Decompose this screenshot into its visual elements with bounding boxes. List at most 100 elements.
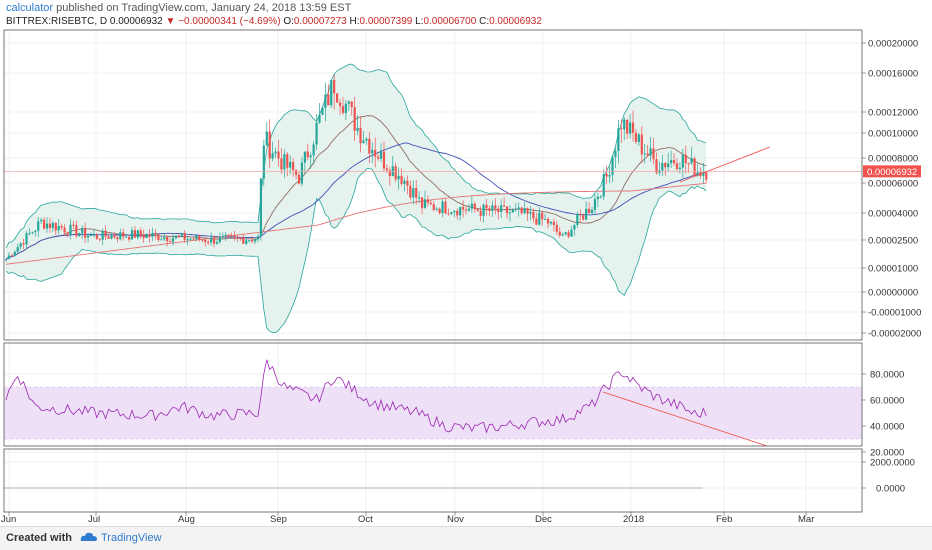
candle-body — [599, 196, 602, 198]
candle-body — [388, 170, 391, 177]
candle-body — [368, 138, 371, 154]
candle-body — [174, 235, 178, 239]
candle-body — [81, 228, 84, 234]
price-axis-label: 0.00012000 — [868, 108, 918, 119]
candle-body — [696, 172, 699, 177]
candle-body — [438, 208, 441, 214]
candle-body — [432, 204, 435, 210]
candle-body — [511, 209, 514, 213]
candle-body — [198, 235, 201, 240]
candle-body — [397, 175, 400, 180]
candle-body — [10, 255, 13, 257]
open-label: O: — [283, 16, 294, 27]
candle-body — [274, 151, 277, 154]
created-with-label: Created with — [6, 532, 73, 544]
candle-body — [406, 180, 409, 186]
candle-body — [31, 232, 34, 234]
candle-body — [602, 174, 605, 197]
candle-body — [479, 210, 482, 216]
candle-body — [532, 211, 535, 219]
candle-body — [693, 158, 696, 177]
candle-body — [403, 180, 406, 184]
candle-body — [541, 212, 544, 220]
candle-body — [66, 232, 69, 235]
candle-body — [277, 151, 280, 159]
candle-body — [60, 226, 63, 228]
candle-body — [684, 154, 687, 164]
time-axis-label: Oct — [358, 514, 373, 525]
high-value: 0.00007399 — [359, 16, 413, 27]
rsi-line — [5, 359, 707, 434]
candle-body — [104, 230, 107, 237]
candle-body — [119, 232, 122, 240]
candle-body — [292, 161, 295, 171]
candle-body — [453, 210, 456, 213]
chart-canvas[interactable]: 0.00006932 0.00020000 0.00016000 0.00012000… — [0, 0, 932, 526]
candle-body — [154, 232, 157, 235]
candle-body — [552, 221, 556, 225]
candle-body — [139, 230, 142, 236]
time-axis-label: 2018 — [623, 514, 644, 525]
candle-body — [51, 222, 54, 228]
candle-body — [253, 239, 257, 242]
candle-body — [661, 163, 664, 171]
ma-long-line — [5, 182, 707, 265]
candle-body — [646, 153, 649, 156]
candle-body — [687, 163, 690, 165]
price-axis-label: 0.00008000 — [868, 154, 918, 165]
candle-body — [248, 239, 251, 241]
candle-body — [362, 140, 365, 144]
low-label: L: — [415, 16, 424, 27]
candle-body — [356, 127, 359, 131]
candle-body — [347, 101, 350, 104]
ohlc-line: BITTREX:RISEBTC, D 0.00006932 ▼ −0.00000… — [6, 16, 542, 27]
published-text: published on TradingView.com, January 24… — [56, 2, 352, 14]
candle-body — [415, 188, 418, 198]
candle-body — [412, 188, 415, 198]
high-label: H: — [349, 16, 360, 27]
candle-body — [171, 238, 175, 242]
candle-body — [163, 237, 166, 240]
candle-body — [482, 204, 485, 216]
time-axis-label: Mar — [798, 514, 814, 525]
rsi-axis-label: 80.0000 — [870, 370, 904, 381]
candle-body — [227, 234, 230, 236]
candle-body — [514, 208, 517, 210]
candle-body — [626, 119, 629, 134]
candle-body — [37, 221, 40, 231]
candle-body — [637, 134, 640, 142]
candle-body — [300, 162, 304, 184]
candle-body — [394, 166, 397, 180]
candle-body — [579, 214, 582, 216]
candle-body — [702, 172, 705, 176]
candle-body — [617, 128, 620, 151]
tradingview-logo[interactable]: TradingView — [80, 531, 162, 544]
candle-body — [441, 201, 444, 214]
candle-body — [145, 234, 148, 238]
candle-body — [447, 213, 450, 215]
last-price: 0.00006932 — [109, 16, 163, 27]
candle-body — [374, 149, 377, 157]
candle-body — [98, 238, 101, 240]
bollinger-lower-line — [5, 168, 707, 333]
candle-body — [620, 128, 623, 130]
publisher-user-link[interactable]: calculator — [6, 2, 54, 14]
candle-body — [690, 158, 693, 164]
candle-body — [464, 209, 468, 211]
candle-body — [634, 132, 638, 142]
candle-body — [204, 239, 207, 242]
candle-body — [245, 240, 248, 244]
candle-body — [177, 235, 180, 237]
candle-body — [555, 224, 558, 232]
candle-body — [318, 114, 321, 123]
candle-body — [640, 134, 643, 155]
candle-body — [186, 238, 189, 240]
candle-body — [508, 212, 512, 214]
candle-body — [210, 237, 213, 243]
candle-body — [664, 163, 667, 168]
candle-body — [435, 208, 438, 210]
candle-body — [535, 218, 538, 225]
close-label: C: — [479, 16, 490, 27]
time-axis-label: Jul — [88, 514, 100, 525]
volume-panel-frame — [3, 448, 863, 513]
